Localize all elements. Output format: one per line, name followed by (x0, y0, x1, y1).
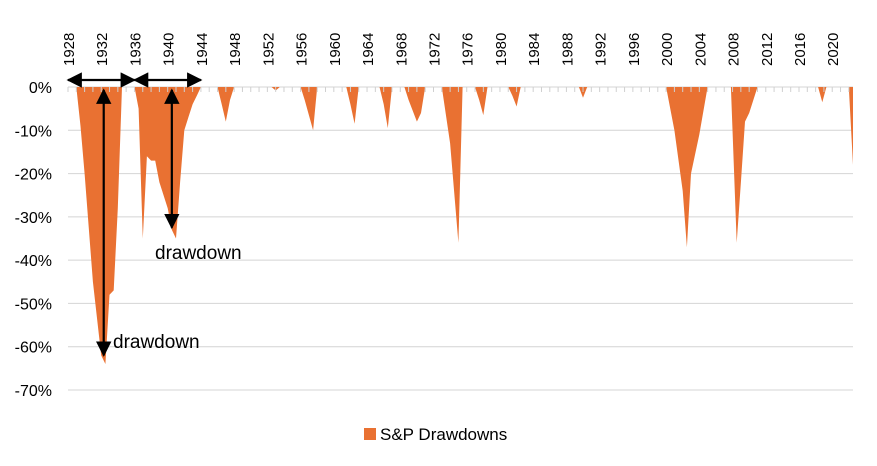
x-tick-label: 1976 (460, 33, 477, 66)
legend: S&P Drawdowns (364, 425, 507, 444)
annotations: drawdown drawdown (66, 72, 242, 357)
x-tick-label: 1928 (61, 33, 78, 66)
x-tick-label: 1948 (227, 33, 244, 66)
x-tick-label: 1956 (294, 33, 311, 66)
x-tick-label: 1972 (427, 33, 444, 66)
x-tick-label: 1964 (360, 33, 377, 66)
x-tick-label: 1984 (526, 33, 543, 66)
x-tick-label: 1988 (559, 33, 576, 66)
x-tick-label: 1944 (194, 33, 211, 66)
x-tick-label: 1932 (94, 33, 111, 66)
y-tick-label: -10% (15, 123, 52, 140)
x-tick-label: 2020 (825, 33, 842, 66)
y-tick-label: -70% (15, 383, 52, 400)
y-tick-label: 0% (29, 80, 52, 97)
series-area (76, 87, 854, 364)
x-tick-label: 2004 (692, 33, 709, 66)
legend-label: S&P Drawdowns (380, 425, 507, 444)
x-tick-label: 1936 (127, 33, 144, 66)
x-tick-label: 2012 (759, 33, 776, 66)
x-tick-label: 1960 (327, 33, 344, 66)
x-tick-label: 1992 (593, 33, 610, 66)
y-tick-label: -60% (15, 340, 52, 357)
y-tick-label: -40% (15, 253, 52, 270)
legend-swatch (364, 428, 376, 440)
x-tick-label: 1968 (393, 33, 410, 66)
x-tick-label: 2016 (792, 33, 809, 66)
gridlines (68, 86, 853, 391)
x-tick-label: 2008 (726, 33, 743, 66)
x-tick-label: 1996 (626, 33, 643, 66)
y-tick-label: -20% (15, 167, 52, 184)
x-tick-label: 1940 (161, 33, 178, 66)
x-tick-label: 2000 (659, 33, 676, 66)
y-tick-label: -30% (15, 210, 52, 227)
y-tick-label: -50% (15, 296, 52, 313)
x-axis-labels: 1928 1932 1936 1940 1944 1948 1952 1956 1960 1964… (61, 33, 842, 66)
y-axis-labels: 0% -10% -20% -30% -40% -50% -60% -70% (15, 80, 52, 400)
annotation-label: drawdown (113, 332, 200, 353)
drawdown-area (76, 87, 854, 364)
x-tick-label: 1980 (493, 33, 510, 66)
x-tick-label: 1952 (260, 33, 277, 66)
annotation-label: drawdown (155, 243, 242, 264)
